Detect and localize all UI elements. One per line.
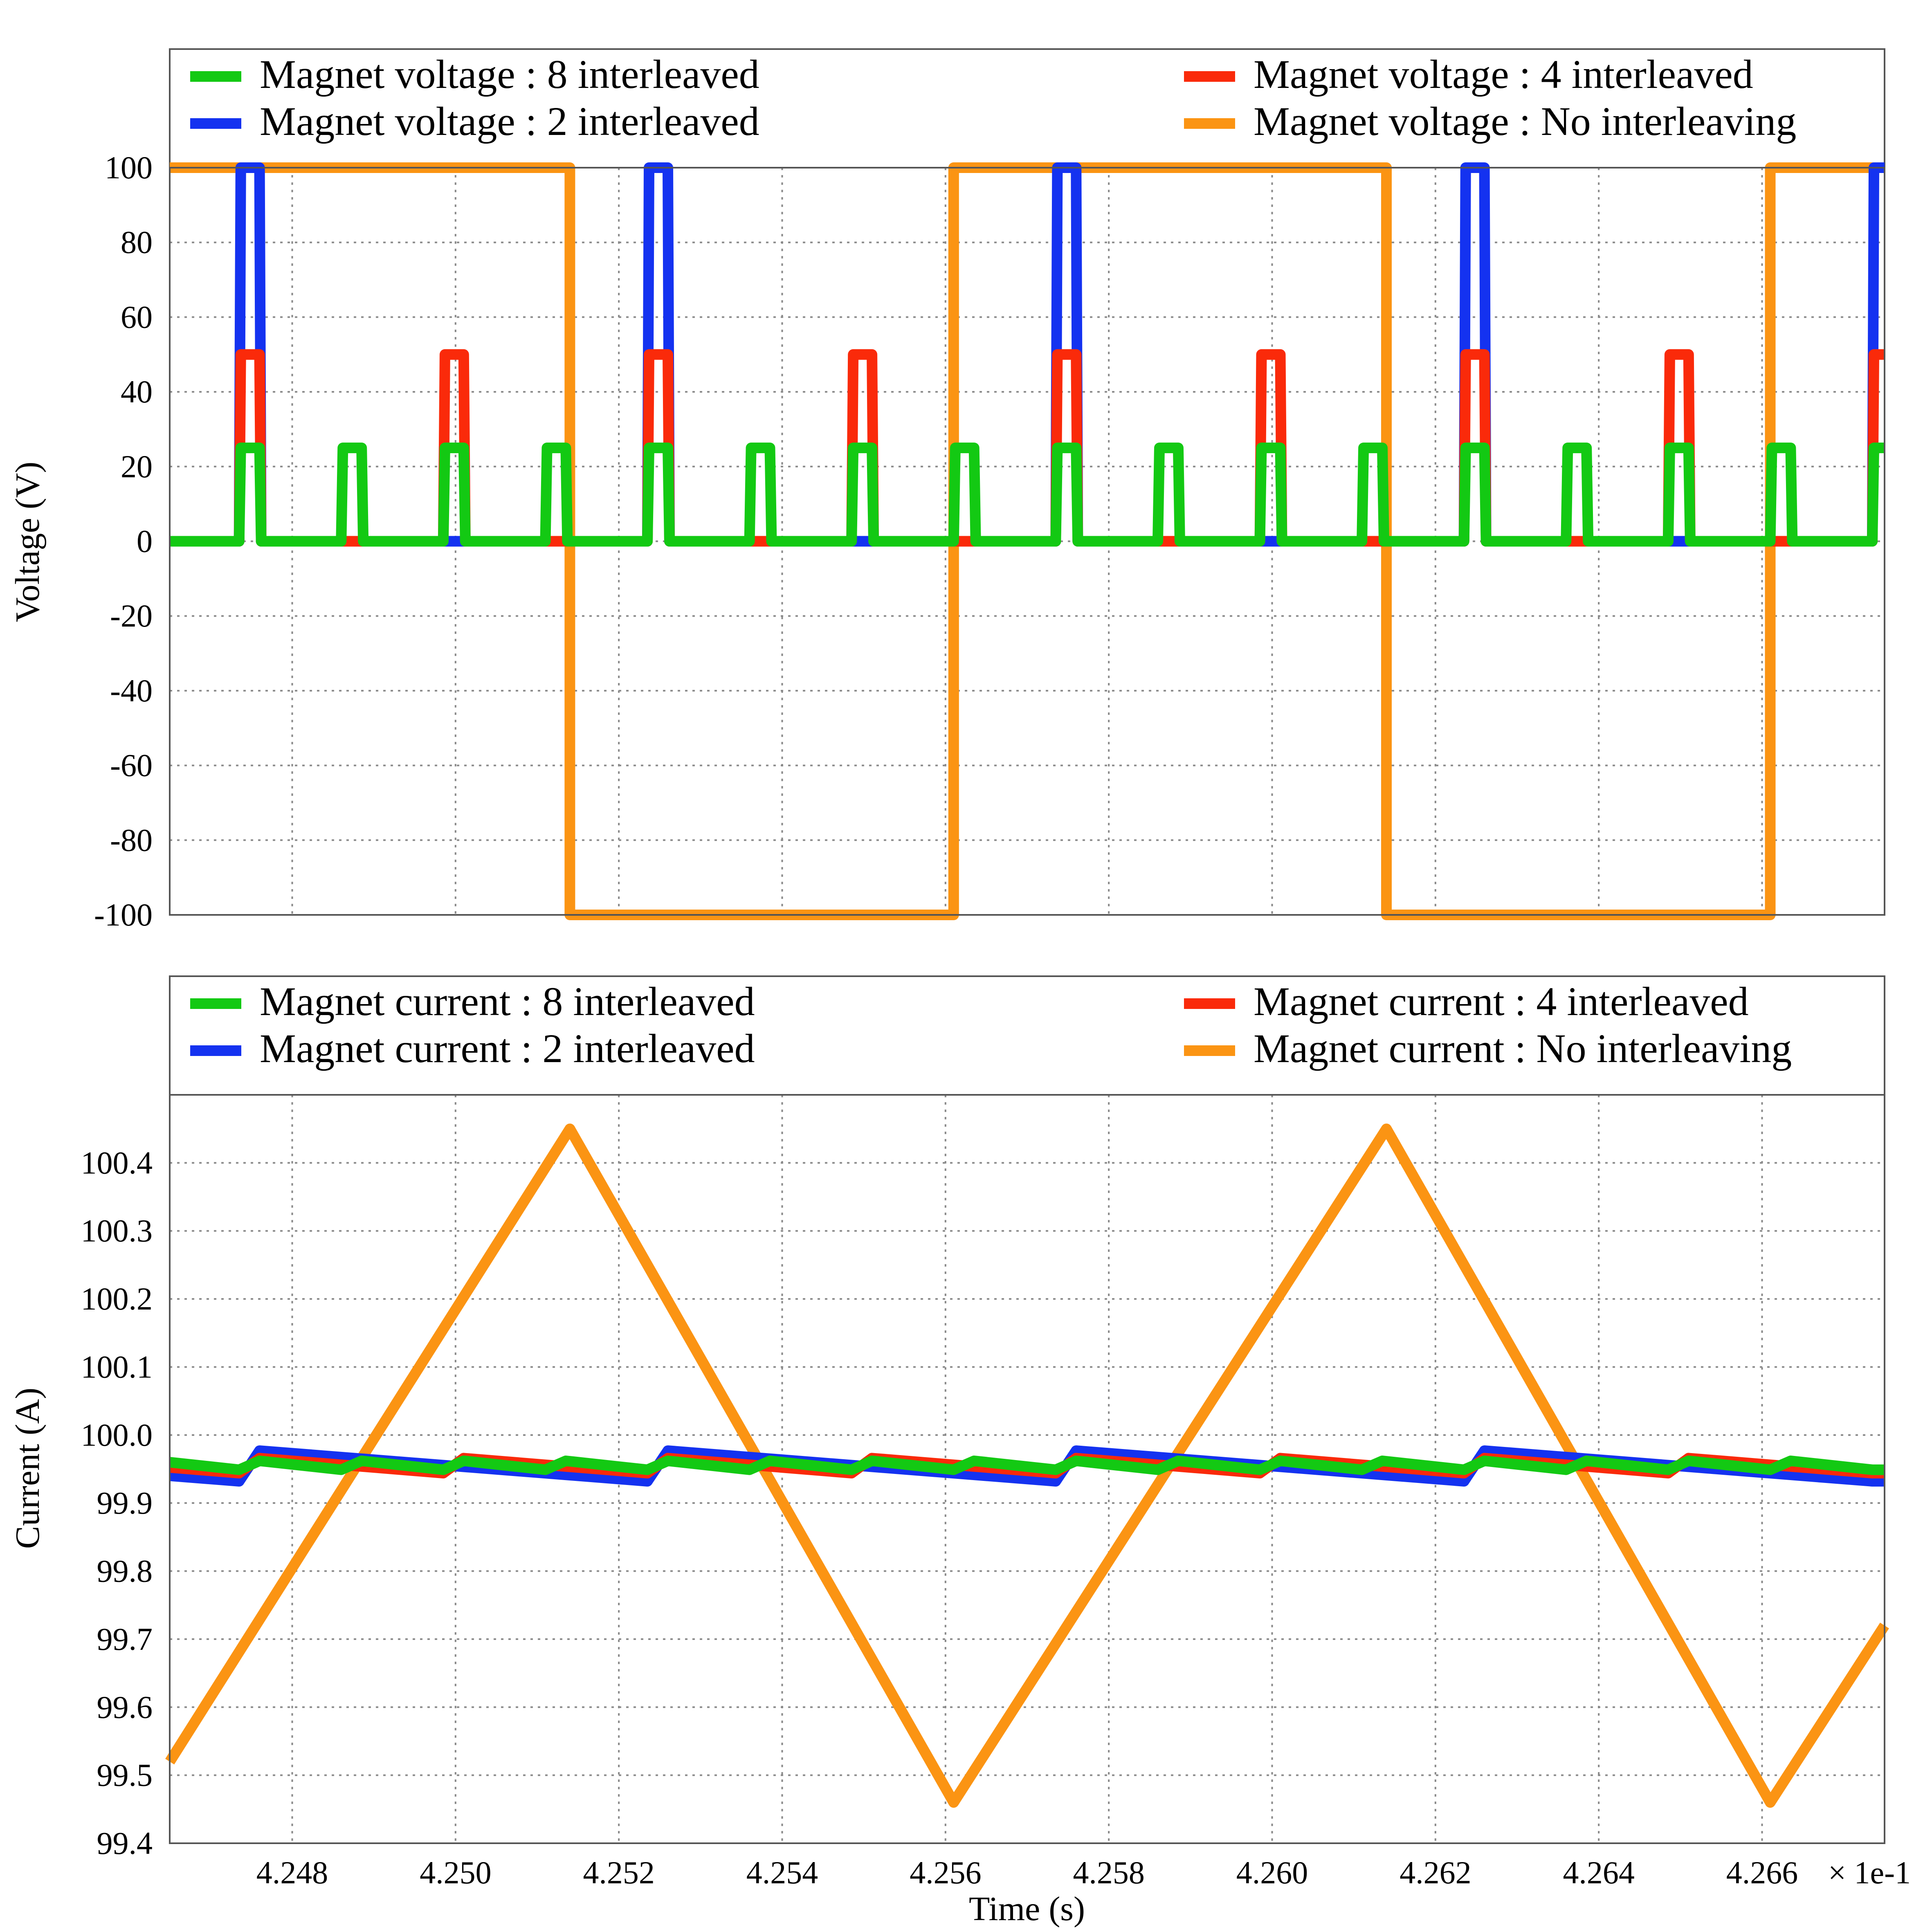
y-tick-label: -40 — [110, 673, 153, 708]
legend-entry-magnet-current-no-interleaving: Magnet current : No interleaving — [1184, 1026, 1792, 1071]
current-x-multiplier: × 1e-1 — [1828, 1855, 1911, 1890]
legend-label: Magnet voltage : 8 interleaved — [260, 52, 759, 97]
legend-entry-magnet-voltage-8-interleaved: Magnet voltage : 8 interleaved — [190, 52, 759, 97]
legend-entry-magnet-current-4-interleaved: Magnet current : 4 interleaved — [1184, 979, 1749, 1024]
legend-label: Magnet voltage : 4 interleaved — [1254, 52, 1753, 97]
legend-entry-magnet-voltage-2-interleaved: Magnet voltage : 2 interleaved — [190, 99, 759, 144]
series-magnet-voltage-2-interleaved — [170, 162, 1885, 547]
legend-entry-magnet-voltage-no-interleaving: Magnet voltage : No interleaving — [1184, 99, 1796, 144]
y-tick-label: 100.2 — [81, 1281, 153, 1316]
y-tick-label: 99.8 — [97, 1553, 153, 1589]
legend-label: Magnet current : 8 interleaved — [260, 979, 755, 1024]
voltage-plot-area — [170, 162, 1885, 920]
x-tick-label: 4.252 — [583, 1855, 655, 1890]
y-tick-label: 40 — [121, 374, 153, 409]
x-tick-label: 4.256 — [910, 1855, 982, 1890]
legend-entry-magnet-voltage-4-interleaved: Magnet voltage : 4 interleaved — [1184, 52, 1753, 97]
y-tick-label: 100.4 — [81, 1145, 153, 1180]
current-plot-area — [165, 1123, 1889, 1808]
x-tick-label: 4.248 — [256, 1855, 328, 1890]
voltage-axes-frame — [169, 167, 1885, 916]
y-tick-label: 99.9 — [97, 1485, 153, 1521]
current-axes-frame — [169, 1094, 1885, 1844]
current-x-axis-label: Time (s) — [969, 1890, 1085, 1928]
x-tick-label: 4.266 — [1726, 1855, 1798, 1890]
legend-label: Magnet voltage : 2 interleaved — [260, 99, 759, 144]
y-tick-label: 100.3 — [81, 1213, 153, 1249]
x-tick-label: 4.254 — [746, 1855, 818, 1890]
y-tick-label: 100.1 — [81, 1349, 153, 1384]
voltage-panel: Magnet voltage : 8 interleaved Magnet vol… — [9, 48, 1885, 932]
y-tick-label: 80 — [121, 225, 153, 260]
y-tick-label: 60 — [121, 299, 153, 335]
current-y-axis-label: Current (A) — [9, 1388, 47, 1549]
series-magnet-voltage-4-interleaved — [170, 349, 1885, 547]
current-panel: Magnet current : 8 interleaved Magnet cur… — [9, 975, 1911, 1928]
legend-label: Magnet voltage : No interleaving — [1254, 99, 1796, 144]
y-tick-label: 100.0 — [81, 1417, 153, 1453]
y-tick-label: -100 — [94, 897, 153, 932]
y-tick-label: 99.6 — [97, 1689, 153, 1725]
current-legend: Magnet current : 8 interleaved Magnet cur… — [190, 979, 1792, 1071]
y-tick-label: -80 — [110, 822, 153, 858]
voltage-y-axis-label: Voltage (V) — [9, 462, 47, 622]
legend-label: Magnet current : No interleaving — [1254, 1026, 1792, 1071]
y-tick-label: -20 — [110, 598, 153, 634]
legend-entry-magnet-current-8-interleaved: Magnet current : 8 interleaved — [190, 979, 755, 1024]
y-tick-label: 0 — [137, 523, 153, 559]
legend-label: Magnet current : 2 interleaved — [260, 1026, 755, 1071]
series-magnet-voltage-8-interleaved — [170, 443, 1885, 547]
y-tick-label: 20 — [121, 449, 153, 484]
y-tick-label: -60 — [110, 748, 153, 783]
voltage-legend: Magnet voltage : 8 interleaved Magnet vol… — [190, 52, 1796, 144]
x-tick-label: 4.258 — [1073, 1855, 1145, 1890]
legend-entry-magnet-current-2-interleaved: Magnet current : 2 interleaved — [190, 1026, 755, 1071]
x-tick-label: 4.262 — [1400, 1855, 1471, 1890]
voltage-y-tick-labels: 100 80 60 40 20 0 -20 -40 -60 -80 -100 — [94, 150, 153, 932]
current-x-tick-labels: 4.248 4.250 4.252 4.254 4.256 4.258 4.260 4.262… — [256, 1855, 1798, 1890]
x-tick-label: 4.250 — [420, 1855, 492, 1890]
series-magnet-current-8-interleaved — [169, 1456, 1885, 1475]
y-tick-label: 99.7 — [97, 1621, 153, 1657]
current-y-tick-labels: 100.4 100.3 100.2 100.1 100.0 99.9 99.8 99.7 99.… — [81, 1145, 153, 1861]
y-tick-label: 99.4 — [97, 1825, 153, 1861]
legend-label: Magnet current : 4 interleaved — [1254, 979, 1749, 1024]
y-tick-label: 100 — [105, 150, 153, 185]
x-tick-label: 4.264 — [1563, 1855, 1635, 1890]
x-tick-label: 4.260 — [1236, 1855, 1308, 1890]
y-tick-label: 99.5 — [97, 1757, 153, 1793]
